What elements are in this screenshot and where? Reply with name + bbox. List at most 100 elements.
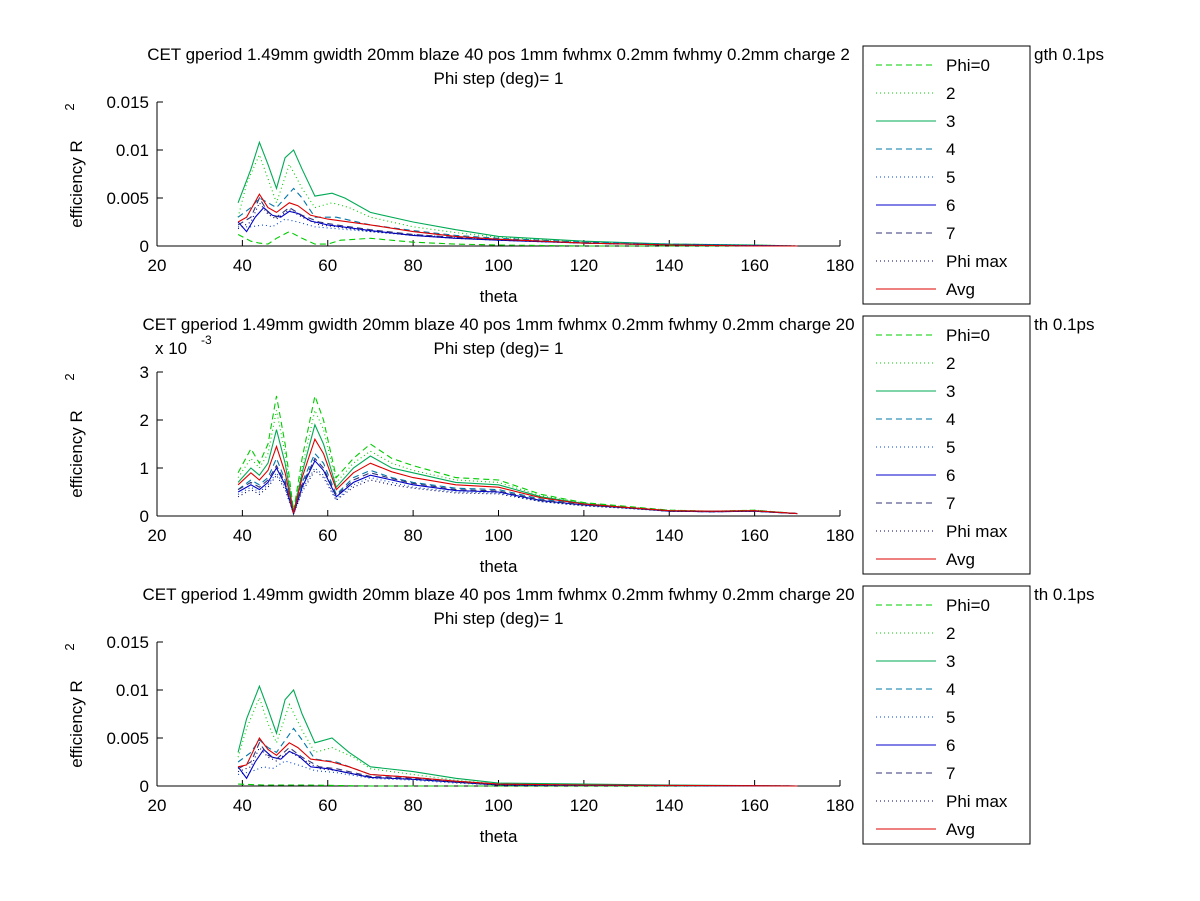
x-tick-label: 120 [570, 796, 598, 815]
x-tick-label: 180 [826, 796, 854, 815]
series-line-1 [238, 783, 798, 787]
chart-title-tail: th 0.1ps [1034, 315, 1095, 334]
legend-entry: Avg [946, 550, 975, 569]
y-axis-label-sup: 2 [62, 103, 77, 110]
legend-entry: 2 [946, 84, 955, 103]
x-tick-label: 20 [148, 256, 167, 275]
legend-box [862, 45, 1031, 305]
x-tick-label: 160 [740, 256, 768, 275]
legend-entry: Phi=0 [946, 326, 990, 345]
x-axis-label: theta [480, 827, 518, 846]
series-line-6 [237, 206, 798, 247]
series-line-5 [238, 218, 798, 247]
x-tick-label: 180 [826, 256, 854, 275]
legend-entry: 6 [946, 466, 955, 485]
x-tick-label: 20 [148, 796, 167, 815]
x-tick-label: 160 [740, 526, 768, 545]
y-tick-label: 0.01 [116, 141, 149, 160]
chart-subtitle: Phi step (deg)= 1 [434, 339, 564, 358]
y-tick-label: 0.005 [106, 729, 149, 748]
legend-entry: Phi max [946, 792, 1008, 811]
x-tick-label: 20 [148, 526, 167, 545]
y-axis-label: efficiency R [67, 140, 86, 228]
chart-title: CET gperiod 1.49mm gwidth 20mm blaze 40 … [142, 315, 854, 334]
chart-subtitle: Phi step (deg)= 1 [434, 609, 564, 628]
legend-entry: 6 [946, 196, 955, 215]
y-axis-label-sup: 2 [62, 643, 77, 650]
x-tick-label: 80 [404, 256, 423, 275]
chart-subtitle: Phi step (deg)= 1 [434, 69, 564, 88]
x-tick-label: 80 [404, 796, 423, 815]
y-tick-label: 0 [140, 237, 149, 256]
series-line-5 [237, 467, 798, 516]
legend-box [862, 585, 1031, 845]
legend-entry: 2 [946, 624, 955, 643]
y-tick-label: 0.015 [106, 633, 149, 652]
legend-entry: 7 [946, 224, 955, 243]
x-tick-label: 140 [655, 796, 683, 815]
legend-entry: 5 [946, 438, 955, 457]
y-tick-label: 0.015 [106, 93, 149, 112]
legend-entry: 7 [946, 494, 955, 513]
y-axis-label: efficiency R [67, 410, 86, 498]
legend-entry: Phi max [946, 252, 1008, 271]
y-tick-label: 1 [140, 459, 149, 478]
x-tick-label: 140 [655, 526, 683, 545]
legend-entry: 3 [946, 112, 955, 131]
legend-entry: Avg [946, 820, 975, 839]
legend-entry: 5 [946, 168, 955, 187]
series-line-9 [237, 193, 798, 247]
legend: Phi=0 2 3 4 5 6 7 Phi max Avg [862, 45, 1031, 305]
y-axis-label: efficiency R [67, 680, 86, 768]
legend-entry: Avg [946, 280, 975, 299]
series-line-8 [237, 469, 798, 516]
chart-title: CET gperiod 1.49mm gwidth 20mm blaze 40 … [147, 45, 850, 64]
x-tick-label: 40 [233, 796, 252, 815]
series-line-3 [237, 684, 798, 787]
x-tick-label: 100 [484, 526, 512, 545]
x-axis-label: theta [480, 287, 518, 306]
legend: Phi=0 2 3 4 5 6 7 Phi max Avg [862, 585, 1031, 845]
y-tick-label: 0.005 [106, 189, 149, 208]
series-line-3 [237, 140, 798, 247]
y-tick-label: 0.01 [116, 681, 149, 700]
x-tick-label: 40 [233, 256, 252, 275]
legend-entry: 5 [946, 708, 955, 727]
y-tick-label: 0 [140, 507, 149, 526]
x-tick-label: 180 [826, 526, 854, 545]
legend-entry: 4 [946, 680, 955, 699]
y-axis-label-sup: 2 [62, 373, 77, 380]
chart-title-tail: gth 0.1ps [1034, 45, 1104, 64]
series-line-6 [237, 748, 798, 787]
legend-entry: 2 [946, 354, 955, 373]
legend-entry: Phi=0 [946, 56, 990, 75]
x-tick-label: 120 [570, 256, 598, 275]
y-exponent-sup: -3 [201, 333, 212, 347]
y-exponent-label: x 10 [155, 339, 187, 358]
x-tick-label: 120 [570, 526, 598, 545]
series-line-2 [237, 696, 798, 787]
x-tick-label: 140 [655, 256, 683, 275]
x-tick-label: 80 [404, 526, 423, 545]
chart-title: CET gperiod 1.49mm gwidth 20mm blaze 40 … [142, 585, 854, 604]
x-axis-label: theta [480, 557, 518, 576]
x-tick-label: 40 [233, 526, 252, 545]
y-tick-label: 0 [140, 777, 149, 796]
x-tick-label: 60 [318, 256, 337, 275]
series-line-7 [237, 741, 798, 787]
legend-entry: 3 [946, 652, 955, 671]
x-tick-label: 100 [484, 796, 512, 815]
chart-panel-1: CET gperiod 1.49mm gwidth 20mm blaze 40 … [62, 45, 1104, 306]
chart-panel-3: CET gperiod 1.49mm gwidth 20mm blaze 40 … [62, 585, 1095, 846]
chart-title-tail: th 0.1ps [1034, 585, 1095, 604]
series-line-9 [237, 736, 798, 787]
legend-entry: 4 [946, 140, 955, 159]
series-line-1 [237, 393, 798, 515]
series-line-8 [237, 746, 798, 787]
series-line-9 [237, 437, 798, 515]
y-tick-label: 3 [140, 363, 149, 382]
legend-entry: Phi=0 [946, 596, 990, 615]
legend-entry: 4 [946, 410, 955, 429]
y-tick-label: 2 [140, 411, 149, 430]
